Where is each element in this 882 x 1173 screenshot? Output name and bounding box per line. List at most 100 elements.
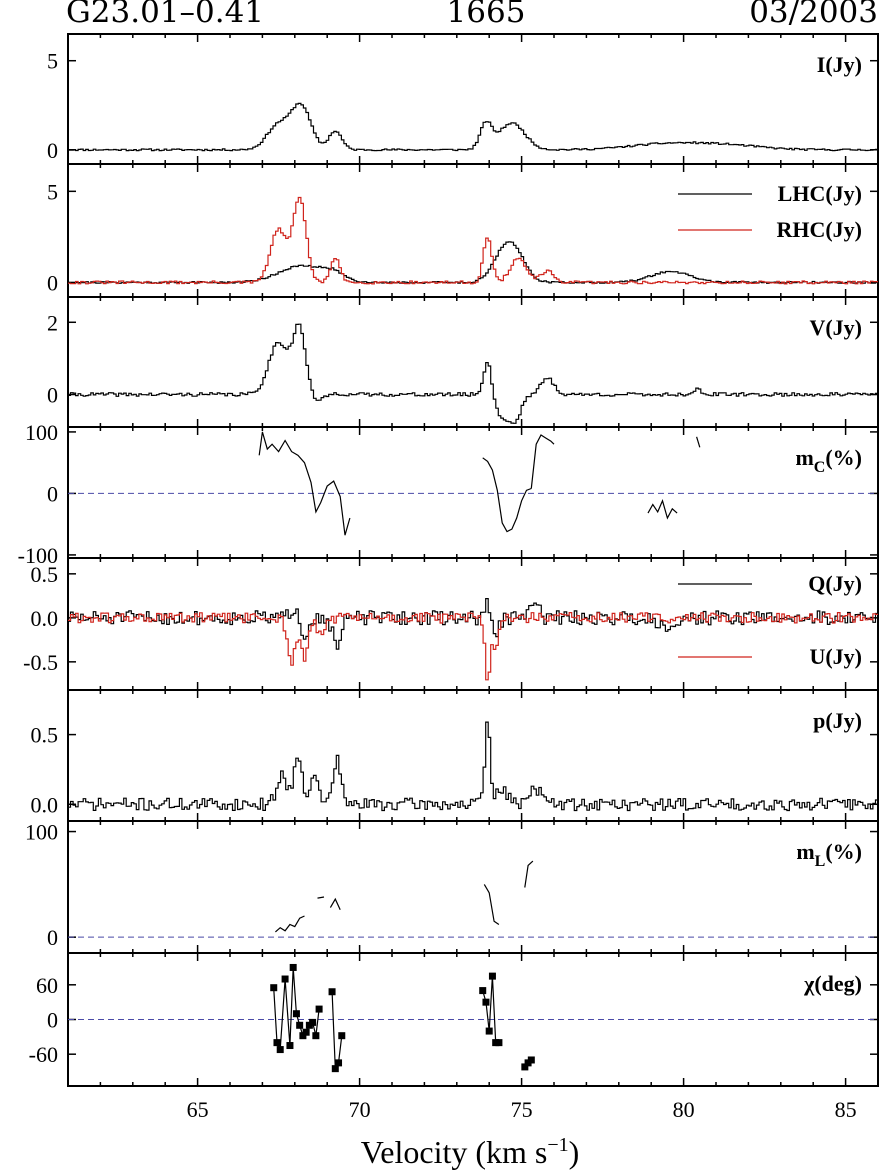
chi-data-point [289, 963, 297, 971]
label-main: V(Jy) [809, 315, 862, 340]
chi-data-point [312, 1032, 320, 1040]
panel-frame [67, 296, 879, 428]
panel-label-V: V(Jy) [809, 315, 862, 340]
x-tick-label: 75 [511, 1097, 533, 1122]
x-axis-title-exponent: −1 [547, 1134, 568, 1156]
panel-I: 0 5 I(Jy) [47, 33, 879, 165]
y-tick-label: 0 [47, 481, 58, 506]
panel-p: 0.0 0.5 p(Jy) [31, 689, 879, 822]
chi-data-point [338, 1032, 346, 1040]
panel-label-I: I(Jy) [817, 52, 862, 77]
panel-mc: -100 0 100 mC(%) [18, 420, 879, 568]
x-tick-label: 80 [673, 1097, 695, 1122]
y-tick-label: 60 [36, 973, 58, 998]
y-tick-label: 0.5 [31, 723, 59, 748]
chi-data-point [527, 1056, 535, 1064]
panel-V: 0 2 V(Jy) [47, 296, 879, 428]
y-tick-label: 0 [47, 138, 58, 163]
series-mL-segment [317, 896, 325, 899]
chi-data-point [281, 975, 289, 983]
series-QU-0 [68, 598, 878, 650]
y-tick-label: 0 [47, 925, 58, 950]
chi-data-point [335, 1059, 343, 1067]
chi-data-point [488, 972, 496, 980]
series-mc-segment [482, 457, 532, 533]
series-mc-segment [530, 434, 555, 489]
series-V-0 [68, 323, 878, 424]
panel-stack: 05 I(Jy)05 LHC(Jy)RHC(Jy)02 V(Jy)-1000100mC… [18, 33, 879, 1087]
chi-data-point [309, 1018, 317, 1026]
panel-LR: 0 5 LHC(Jy) RHC(Jy) [47, 163, 879, 298]
frequency-label: 1665 [447, 0, 526, 30]
legend-entry: RHC(Jy) [776, 217, 862, 242]
panel-frame [67, 163, 879, 298]
chi-data-point [286, 1042, 294, 1050]
panel-frame [67, 33, 879, 165]
y-tick-label: 0 [47, 383, 58, 408]
source-name: G23.01–0.41 [66, 0, 264, 30]
y-tick-label: 100 [25, 420, 58, 445]
label-subscript: L [815, 853, 826, 870]
y-tick-label: -100 [18, 543, 58, 568]
series-I-0 [68, 102, 878, 152]
series-mc-segment [647, 499, 678, 520]
panel-frame [67, 557, 879, 691]
chi-data-point [276, 1046, 284, 1054]
series-mc-segment [258, 431, 351, 536]
chi-data-point [296, 1021, 304, 1029]
chi-data-point [302, 1028, 310, 1036]
chi-data-point [328, 988, 336, 996]
label-main: p(Jy) [813, 708, 862, 733]
series-mc-segment [696, 436, 701, 448]
panel-frame [67, 426, 879, 559]
y-tick-label: 2 [47, 310, 58, 335]
chi-data-point [270, 984, 278, 992]
label-tail: (%) [825, 445, 862, 470]
series-mL-segment [329, 897, 341, 910]
panel-mL: 0 100 mL(%) [25, 820, 879, 954]
label-main: m [796, 839, 814, 864]
chi-data-point [485, 1027, 493, 1035]
x-tick-label: 85 [835, 1097, 857, 1122]
y-tick-label: 5 [47, 179, 58, 204]
series-mL-segment [524, 860, 534, 888]
x-axis-title-close: ) [569, 1134, 580, 1170]
panel-frame [67, 820, 879, 954]
series-mL-segment [275, 915, 305, 933]
chi-data-point [315, 1005, 323, 1013]
chi-data-point [482, 998, 490, 1006]
series-chi-segment [273, 967, 320, 1050]
panel-chi: -60 0 60 χ(deg) [29, 952, 879, 1087]
y-tick-label: 100 [25, 820, 58, 845]
x-axis-title-main: Velocity (km s [361, 1134, 548, 1170]
series-QU-1 [68, 612, 878, 681]
series-chi-segment [331, 991, 343, 1071]
legend-entry: U(Jy) [809, 644, 862, 669]
chi-data-point [331, 1065, 339, 1073]
legend-entry: LHC(Jy) [778, 181, 862, 206]
y-tick-label: 0 [47, 1008, 58, 1033]
y-tick-label: -60 [29, 1042, 58, 1067]
label-subscript: C [814, 459, 826, 476]
chi-data-point [479, 987, 487, 995]
label-main: I(Jy) [817, 52, 862, 77]
series-p-0 [68, 721, 878, 812]
panel-label-mc: mC(%) [795, 445, 862, 476]
x-axis-title: Velocity (km s−1) [361, 1134, 580, 1170]
chi-data-point [292, 1010, 300, 1018]
chi-data-point [495, 1039, 503, 1047]
y-tick-label: 0.5 [31, 562, 59, 587]
panel-label-chi: χ(deg) [803, 971, 862, 996]
legend-entry: Q(Jy) [808, 571, 862, 596]
y-tick-label: 5 [47, 49, 58, 74]
y-tick-label: -0.5 [23, 650, 58, 675]
panel-label-mL: mL(%) [796, 839, 862, 870]
chi-data-point [521, 1063, 529, 1071]
observation-date: 03/2003 [749, 0, 878, 30]
series-LR-0 [68, 241, 878, 284]
y-tick-label: 0.0 [31, 606, 59, 631]
x-tick-label: 65 [187, 1097, 209, 1122]
x-axis: 65 70 75 80 85 [187, 1097, 857, 1122]
label-main: m [795, 445, 813, 470]
